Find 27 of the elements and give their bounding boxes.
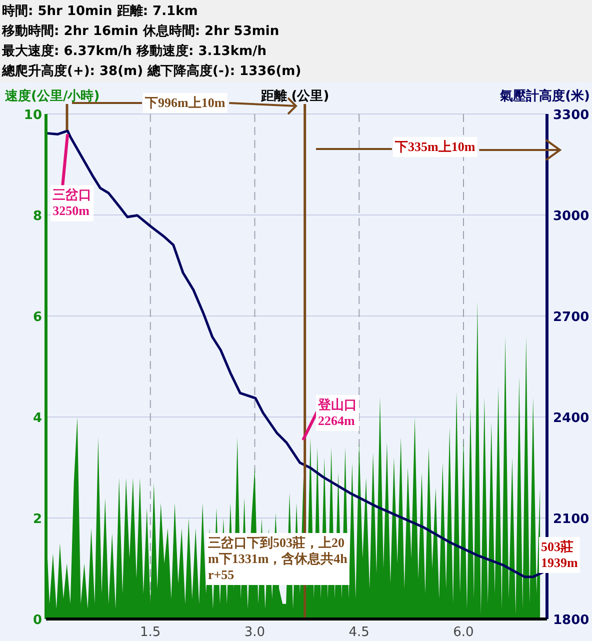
y-tick-label: 0 <box>32 613 42 628</box>
annotation: 503莊 1939m <box>541 539 578 570</box>
annotation: 登山口 2264m <box>317 397 357 428</box>
y-tick-label: 10 <box>24 108 42 123</box>
x-tick-label: 3.0 <box>244 625 266 640</box>
annotation: 三岔口下到503莊，上20m下1331m，含休息共4hr+55 <box>208 535 348 582</box>
y2-tick-label: 2700 <box>553 310 590 325</box>
y2-tick-label: 2400 <box>553 411 590 426</box>
y2-tick-label: 3000 <box>553 209 590 224</box>
y2-tick-label: 3300 <box>553 108 590 123</box>
y-tick-label: 2 <box>32 512 42 527</box>
y2-tick-label: 1800 <box>553 613 590 628</box>
x-tick-label: 4.5 <box>348 625 370 640</box>
y-tick-label: 6 <box>32 310 42 325</box>
y-tick-label: 4 <box>32 411 42 426</box>
annotation: 三岔口 3250m <box>52 187 92 218</box>
y-axis-title: 速度(公里/小時) <box>5 88 100 104</box>
text: 下996m上10m <box>144 95 226 110</box>
chart-title: 時間: 5hr 10min 距離: 7.1km <box>2 4 198 19</box>
annotation: 下335m上10m <box>394 139 476 154</box>
x-axis-title: 距離 (公里) <box>260 89 330 104</box>
y2-axis-title: 氣壓計高度(米) <box>499 88 590 104</box>
x-tick-label: 1.5 <box>140 625 161 640</box>
chart-subtitle: 移動時間: 2hr 16min 休息時間: 2hr 53min 最大速度: 6.37km/h 移動速度: 3.13km/h 總爬升高度(+): 38(m) 總下降高度(-): 1336(m) <box>1 23 302 79</box>
y-tick-label: 8 <box>32 209 42 224</box>
x-tick-label: 6.0 <box>453 625 474 640</box>
y2-tick-label: 2100 <box>553 512 590 527</box>
